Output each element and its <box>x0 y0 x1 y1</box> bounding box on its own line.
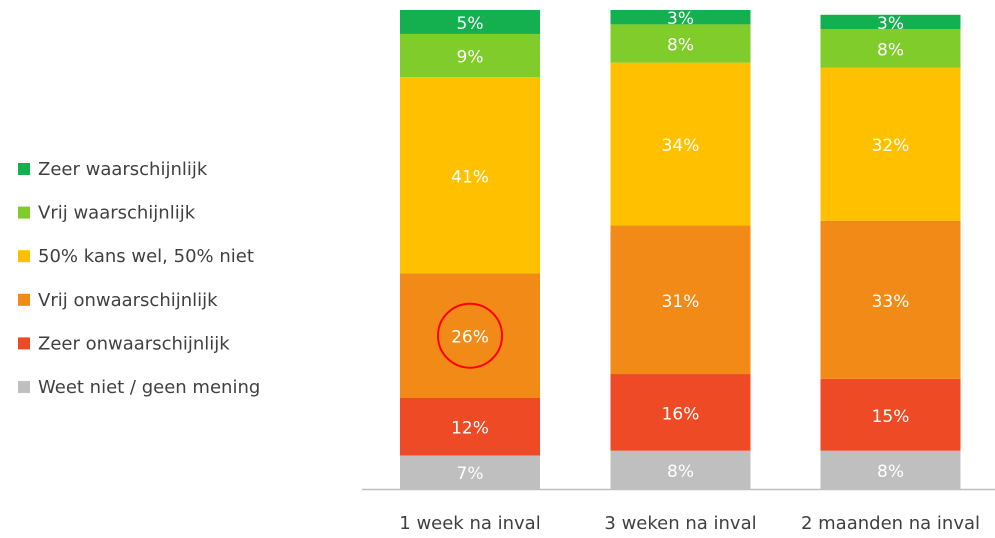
bar-segment <box>400 77 540 274</box>
legend-swatch <box>18 337 30 350</box>
value-label: 34% <box>662 136 700 156</box>
value-label: 31% <box>662 292 700 312</box>
legend-label: Zeer onwaarschijnlijk <box>38 333 230 354</box>
bar-segment <box>820 450 961 489</box>
legend-label: 50% kans wel, 50% niet <box>38 246 254 267</box>
bar-segment <box>400 455 540 489</box>
legend-swatch <box>18 293 30 306</box>
bar-segment <box>610 10 751 25</box>
value-label: 33% <box>872 292 910 312</box>
bar-segment <box>400 10 540 34</box>
bar-segment <box>400 33 540 78</box>
bar-segment <box>400 273 540 398</box>
bar-segment <box>820 220 961 379</box>
bar-segment <box>610 62 751 226</box>
bar-segment <box>820 67 961 221</box>
x-tick-label: 3 weken na inval <box>604 513 756 534</box>
legend-label: Zeer waarschijnlijk <box>38 159 208 180</box>
legend-swatch <box>18 206 30 219</box>
bar-segment <box>820 29 961 68</box>
value-label: 8% <box>667 36 694 56</box>
highlight-circle <box>437 302 503 369</box>
legend-label: Weet niet / geen mening <box>38 377 260 398</box>
value-label: 3% <box>877 14 904 34</box>
value-label: 16% <box>662 404 700 424</box>
value-label: 8% <box>667 462 694 482</box>
value-label: 12% <box>451 419 489 439</box>
bar-segment <box>610 374 751 451</box>
x-tick-label: 2 maanden na inval <box>801 513 980 534</box>
legend-label: Vrij waarschijnlijk <box>38 203 196 224</box>
value-label: 32% <box>872 136 910 156</box>
bar-segment <box>820 378 961 451</box>
value-label: 7% <box>457 464 484 484</box>
bar-segment <box>610 225 751 375</box>
value-label: 41% <box>451 167 489 187</box>
legend-swatch <box>18 163 30 175</box>
x-tick-label: 1 week na inval <box>399 513 540 534</box>
value-label: 15% <box>872 407 910 427</box>
bar-segment <box>610 24 751 63</box>
value-label: 8% <box>877 462 904 482</box>
value-label: 3% <box>667 9 694 29</box>
bar-segment <box>400 397 540 456</box>
legend-swatch <box>18 250 30 263</box>
bar-segment <box>820 14 961 30</box>
value-label: 9% <box>457 48 484 68</box>
value-label: 8% <box>877 40 904 60</box>
bar-segment <box>610 450 751 489</box>
value-label: 5% <box>457 14 484 34</box>
value-label: 26% <box>451 328 489 348</box>
legend-swatch <box>18 381 30 393</box>
legend-label: Vrij onwaarschijnlijk <box>38 290 218 311</box>
